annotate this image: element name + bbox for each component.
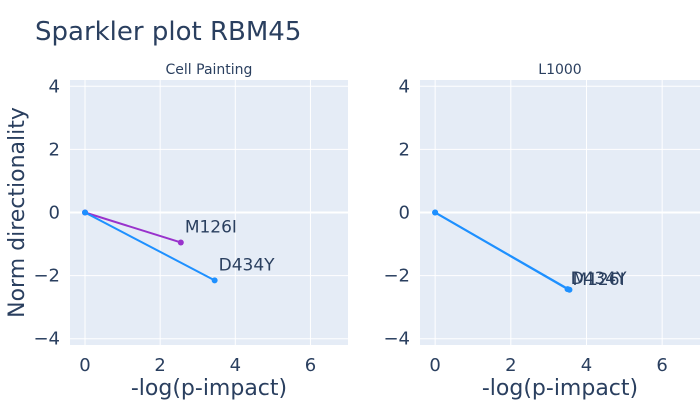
y-tick-label-l1000: 2 xyxy=(399,139,410,160)
data-point-d434y-l1000 xyxy=(432,209,439,216)
series-line-d434y-cell-painting xyxy=(84,211,216,282)
series-line-m126i-cell-painting xyxy=(84,211,182,244)
data-point-d434y-cell-painting xyxy=(211,277,218,284)
data-point-m126i-cell-painting xyxy=(177,239,184,246)
y-tick-label-l1000: 0 xyxy=(399,203,410,224)
y-tick-label-l1000: −2 xyxy=(383,266,410,287)
x-tick-label-cell-painting: 4 xyxy=(230,355,241,376)
x-tick-label-cell-painting: 0 xyxy=(79,355,90,376)
x-tick-label-l1000: 2 xyxy=(505,355,516,376)
x-axis-title-l1000: -log(p-impact) xyxy=(482,376,638,400)
y-tick-label-l1000: −4 xyxy=(383,329,410,350)
y-tick-label-cell-painting: −4 xyxy=(33,329,60,350)
point-label-m126i-l1000: M126I xyxy=(572,270,624,290)
series-line-d434y-l1000 xyxy=(434,211,569,291)
y-tick-label-l1000: 4 xyxy=(399,76,410,97)
point-label-d434y-cell-painting: D434Y xyxy=(219,255,276,275)
x-tick-label-l1000: 4 xyxy=(581,355,592,376)
x-tick-label-cell-painting: 2 xyxy=(154,355,165,376)
y-tick-label-cell-painting: −2 xyxy=(33,266,60,287)
data-point-d434y-l1000 xyxy=(564,286,571,293)
subplot-title-l1000: L1000 xyxy=(538,62,581,78)
x-axis-title-cell-painting: -log(p-impact) xyxy=(131,376,287,400)
x-tick-label-cell-painting: 6 xyxy=(305,355,316,376)
point-label-d434y-l1000: D434Y xyxy=(571,269,628,289)
y-tick-label-cell-painting: 0 xyxy=(49,203,60,224)
y-tick-label-cell-painting: 4 xyxy=(49,76,60,97)
x-tick-label-l1000: 0 xyxy=(429,355,440,376)
chart-title: Sparkler plot RBM45 xyxy=(35,17,301,47)
data-point-d434y-cell-painting xyxy=(82,209,89,216)
x-tick-label-l1000: 6 xyxy=(656,355,667,376)
point-label-m126i-cell-painting: M126I xyxy=(185,217,237,237)
y-axis-title-cell-painting: Norm directionality xyxy=(5,107,30,318)
y-tick-label-cell-painting: 2 xyxy=(49,139,60,160)
subplot-title-cell-painting: Cell Painting xyxy=(166,62,253,78)
